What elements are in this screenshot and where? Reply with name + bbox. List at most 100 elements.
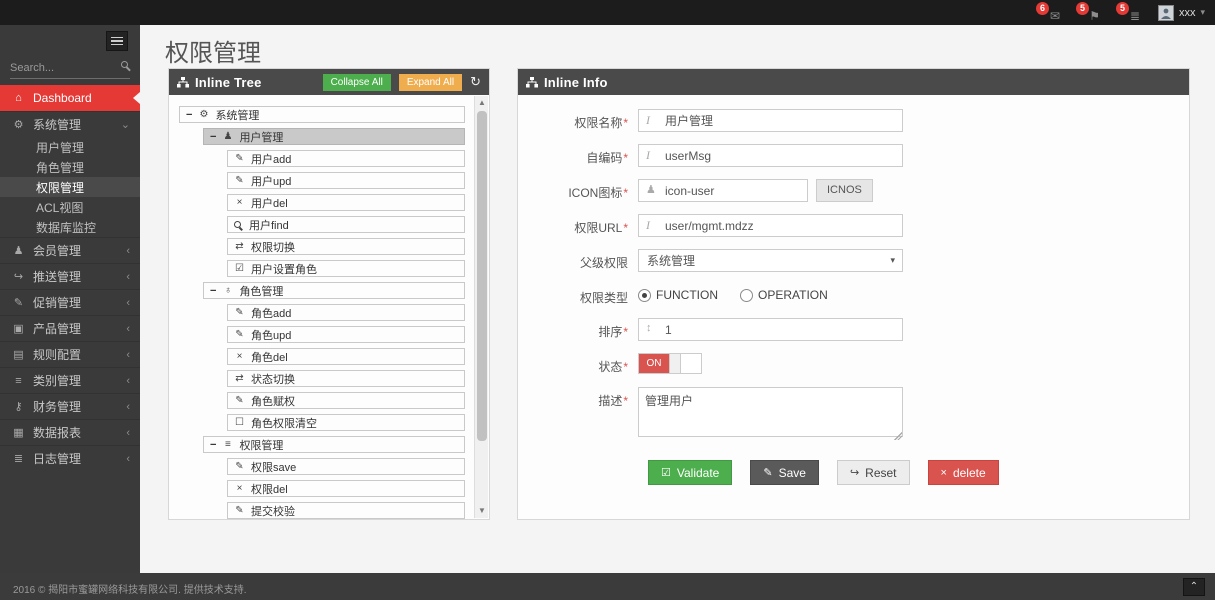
- scrollbar-thumb[interactable]: [477, 111, 487, 441]
- search-icon[interactable]: [121, 61, 128, 68]
- description-textarea[interactable]: [638, 387, 903, 437]
- tree-row[interactable]: ☑ 用户设置角色: [227, 260, 465, 277]
- sidebar-item-rules[interactable]: ▤ 规则配置 ‹: [0, 341, 140, 367]
- radio-icon[interactable]: [638, 288, 651, 302]
- pencil-icon: ✎: [235, 395, 244, 406]
- tree-row[interactable]: ✎ 角色赋权: [227, 392, 465, 409]
- tree-row[interactable]: ✎ 用户add: [227, 150, 465, 167]
- refresh-icon[interactable]: ↻: [470, 74, 481, 89]
- tree-row-label: 用户管理: [239, 131, 284, 144]
- page-title: 权限管理: [165, 40, 261, 67]
- permission-type-radios: FUNCTION OPERATION: [638, 284, 828, 302]
- tree-row[interactable]: × 权限del: [227, 480, 465, 497]
- field-label-url: 权限URL*: [574, 221, 628, 235]
- icon-input[interactable]: [638, 179, 808, 202]
- inline-tree-header: Inline Tree Collapse All Expand All ↻: [169, 69, 489, 95]
- tree-row-label: 权限管理: [239, 439, 284, 452]
- badge-count: 5: [1075, 1, 1089, 15]
- collapse-minus-icon[interactable]: −: [210, 438, 217, 451]
- tree-scrollbar[interactable]: ▲ ▼: [474, 96, 488, 518]
- tree-row[interactable]: × 角色del: [227, 348, 465, 365]
- tree-row[interactable]: ✎ 角色add: [227, 304, 465, 321]
- flag-badge[interactable]: ⚑ 5: [1075, 1, 1100, 23]
- radio-icon[interactable]: [740, 288, 753, 302]
- icnos-button[interactable]: ICNOS: [816, 179, 873, 202]
- chart-icon: ▦: [13, 427, 24, 439]
- back-to-top-button[interactable]: ⌃: [1183, 578, 1205, 596]
- scroll-up-icon[interactable]: ▲: [478, 98, 486, 107]
- pencil-square-icon: ✎: [235, 175, 244, 186]
- tree-row[interactable]: ⇄ 状态切换: [227, 370, 465, 387]
- sidebar-item-product[interactable]: ▣ 产品管理 ‹: [0, 315, 140, 341]
- chevron-left-icon: ‹: [126, 296, 130, 309]
- sort-input[interactable]: [638, 318, 903, 341]
- collapse-minus-icon[interactable]: −: [210, 130, 217, 143]
- tree-row[interactable]: − ⚙ 系统管理: [179, 106, 465, 123]
- tree-row-label: 状态切换: [251, 373, 295, 386]
- tasks-badge[interactable]: ≣ 5: [1115, 1, 1140, 22]
- toggle-handle[interactable]: [669, 354, 681, 373]
- sidebar-subitem[interactable]: 权限管理: [0, 177, 140, 197]
- url-input[interactable]: [638, 214, 903, 237]
- tree-row[interactable]: ✎ 权限save: [227, 458, 465, 475]
- sidebar-item-system[interactable]: ⚙ 系统管理 ⌄: [0, 111, 140, 137]
- gears-icon: ⚙: [199, 109, 209, 120]
- tree-row[interactable]: ✎ 提交校验: [227, 502, 465, 519]
- tree-row[interactable]: ☐ 角色权限清空: [227, 414, 465, 431]
- flag-icon: ⚑: [1089, 8, 1100, 23]
- italic-icon: I: [646, 113, 650, 127]
- delete-button[interactable]: × delete: [927, 460, 999, 485]
- sidebar-toggle-button[interactable]: [106, 31, 128, 51]
- inline-info-title: Inline Info: [544, 74, 608, 90]
- sitemap-icon: [177, 76, 189, 88]
- tree-row[interactable]: ✎ 用户upd: [227, 172, 465, 189]
- sidebar-subitem[interactable]: 数据库监控: [36, 220, 97, 235]
- caret-down-icon: ▾: [890, 255, 895, 265]
- sidebar-subitem[interactable]: 角色管理: [36, 160, 85, 175]
- sidebar-item-member[interactable]: ♟ 会员管理 ‹: [0, 237, 140, 263]
- field-label-status: 状态*: [598, 360, 628, 374]
- bars-icon: ≡: [225, 439, 231, 450]
- sidebar-item-category[interactable]: ≡ 类别管理 ‹: [0, 367, 140, 393]
- envelope-badge[interactable]: ✉ 6: [1035, 1, 1060, 22]
- resize-grip[interactable]: [894, 432, 902, 440]
- sidebar-item-finance[interactable]: ⚷ 财务管理 ‹: [0, 393, 140, 419]
- user-menu[interactable]: xxx ▾: [1157, 4, 1205, 21]
- collapse-minus-icon[interactable]: −: [210, 284, 217, 297]
- save-button[interactable]: ✎ Save: [750, 460, 819, 485]
- radio-operation[interactable]: OPERATION: [740, 288, 828, 302]
- tree-row[interactable]: − ≡ 权限管理: [203, 436, 465, 453]
- status-toggle[interactable]: ON: [638, 353, 702, 374]
- tree-row[interactable]: − ♟ 用户管理: [203, 128, 465, 145]
- sidebar-item-promotion[interactable]: ✎ 促销管理 ‹: [0, 289, 140, 315]
- tree-row[interactable]: ⇄ 权限切换: [227, 238, 465, 255]
- sidebar-item-dashboard[interactable]: ⌂ Dashboard: [0, 85, 140, 111]
- code-input[interactable]: [638, 144, 903, 167]
- tree-row-label: 用户设置角色: [251, 263, 317, 276]
- validate-button[interactable]: ☑ Validate: [648, 460, 733, 485]
- collapse-all-button[interactable]: Collapse All: [322, 73, 391, 91]
- parent-permission-select[interactable]: 系统管理 ▾: [638, 249, 903, 272]
- tree-row[interactable]: ✎ 角色upd: [227, 326, 465, 343]
- sidebar-item-label: 会员管理: [33, 244, 82, 258]
- tree-row[interactable]: 用户find: [227, 216, 465, 233]
- reset-button[interactable]: ↪ Reset: [836, 460, 910, 485]
- sort-icon: ↕: [646, 322, 652, 334]
- permission-name-input[interactable]: [638, 109, 903, 132]
- field-label-icon: ICON图标*: [568, 186, 628, 200]
- sidebar-item-report[interactable]: ▦ 数据报表 ‹: [0, 419, 140, 445]
- radio-function[interactable]: FUNCTION: [638, 288, 718, 302]
- sidebar-item-log[interactable]: ≣ 日志管理 ‹: [0, 445, 140, 471]
- search-input[interactable]: [10, 57, 130, 78]
- tree-row[interactable]: − ♁ 角色管理: [203, 282, 465, 299]
- copyright-text: 2016 © 揭阳市蜜罐网络科技有限公司. 提供技术支持.: [13, 585, 247, 596]
- expand-all-button[interactable]: Expand All: [398, 73, 463, 91]
- sidebar-subitem[interactable]: 用户管理: [36, 140, 85, 155]
- sidebar-subitem[interactable]: ACL视图: [36, 200, 84, 215]
- tree-row[interactable]: × 用户del: [227, 194, 465, 211]
- sidebar-item-push[interactable]: ↪ 推送管理 ‹: [0, 263, 140, 289]
- chevron-left-icon: ‹: [126, 426, 130, 439]
- scroll-down-icon[interactable]: ▼: [478, 506, 486, 515]
- user-name: xxx: [1178, 6, 1196, 19]
- collapse-minus-icon[interactable]: −: [186, 108, 193, 121]
